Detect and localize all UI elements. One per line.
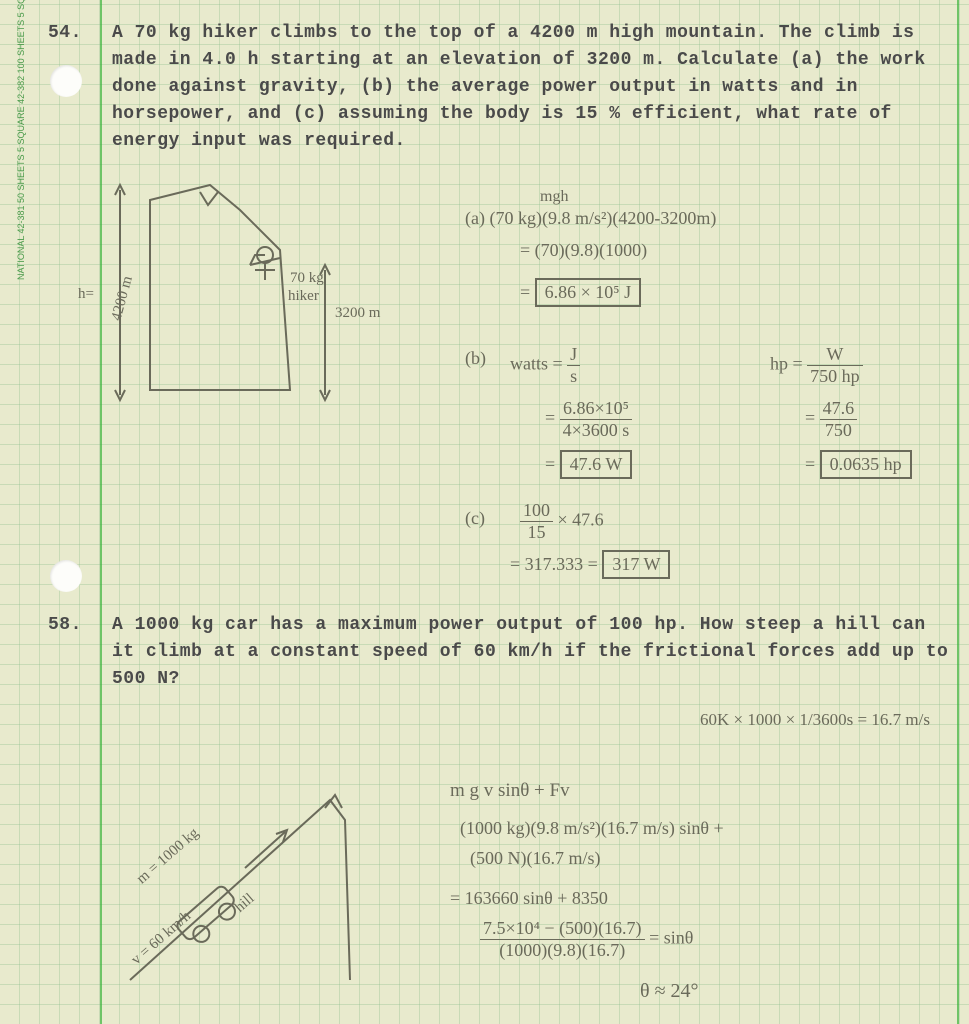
problem-number-54: 54. [48, 20, 82, 47]
frac-den: (1000)(9.8)(16.7) [480, 940, 645, 961]
work-58-eq: m g v sinθ + Fv [450, 780, 570, 802]
work-58-ans: θ ≈ 24° [640, 980, 699, 1003]
sketch-h-label: h= [78, 286, 94, 303]
frac-den: 15 [520, 522, 553, 543]
work-54a-answer: 6.86 × 10⁵ J [535, 278, 641, 307]
work-54a-line2: = (70)(9.8)(1000) [520, 240, 647, 261]
sketch-mass-sub: hiker [288, 288, 319, 305]
sketch-car-hill [90, 760, 410, 1020]
frac-den: 750 [820, 420, 858, 441]
frac-den: s [567, 366, 580, 387]
work-58-line3: = 163660 sinθ + 8350 [450, 888, 608, 909]
line4-eq: = sinθ [649, 928, 693, 948]
work-58-line2: (500 N)(16.7 m/s) [470, 848, 600, 869]
frac-num: J [567, 344, 580, 366]
work-54a-header: mgh [540, 188, 568, 206]
sketch-inner-h: 3200 m [335, 305, 380, 322]
frac-den: 750 hp [807, 366, 863, 387]
hp-lhs: hp = [770, 354, 803, 374]
sketch-mass: 70 kg [290, 270, 324, 287]
work-54a-line1: (a) (70 kg)(9.8 m/s²)(4200-3200m) [465, 208, 716, 229]
frac-num: W [807, 344, 863, 366]
problem-text-58: A 1000 kg car has a maximum power output… [112, 612, 952, 693]
c-mult: × 47.6 [558, 510, 604, 530]
c-val: = 317.333 = [510, 554, 598, 574]
work-58-line1: (1000 kg)(9.8 m/s²)(16.7 m/s) sinθ + [460, 818, 724, 839]
watts-lhs: watts = [510, 354, 563, 374]
problem-number-58: 58. [48, 612, 82, 639]
frac-num: 100 [520, 500, 553, 522]
frac-den: 4×3600 s [560, 420, 633, 441]
work-54b-hp-ans: 0.0635 hp [820, 450, 912, 479]
work-54b-watts-ans: 47.6 W [560, 450, 633, 479]
problem-text-54: A 70 kg hiker climbs to the top of a 420… [112, 20, 952, 155]
work-54c-ans: 317 W [602, 550, 670, 579]
work-54b-label: (b) [465, 348, 486, 369]
work-54c-label: (c) [465, 508, 485, 529]
frac-num: 7.5×10⁴ − (500)(16.7) [480, 918, 645, 940]
frac-num: 47.6 [820, 398, 858, 420]
frac-num: 6.86×10⁵ [560, 398, 633, 420]
work-58-conv: 60K × 1000 × 1/3600s = 16.7 m/s [700, 710, 930, 730]
